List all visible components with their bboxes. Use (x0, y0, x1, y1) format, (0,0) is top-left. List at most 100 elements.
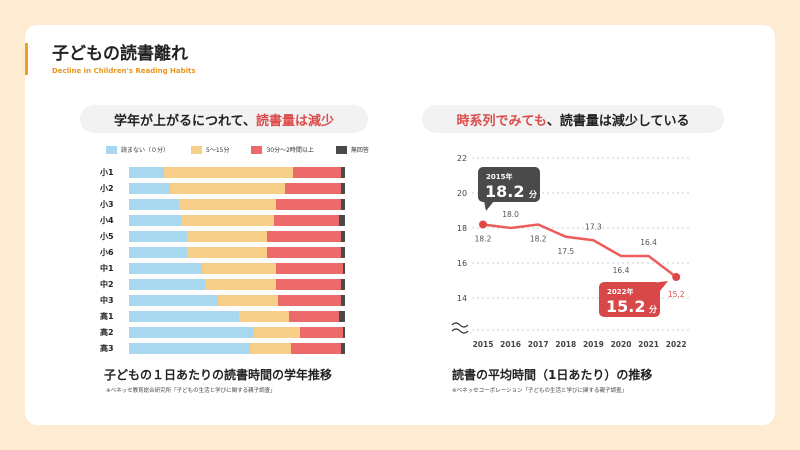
bar-segment (187, 246, 268, 258)
bar-segment (129, 230, 188, 242)
bar-row: 高1 (100, 308, 345, 324)
stacked-bar (129, 230, 345, 242)
bar-segment (129, 182, 171, 194)
bar-segment (340, 278, 345, 290)
legend-label: 無回答 (350, 147, 369, 154)
bar-segment (163, 166, 294, 178)
legend-item: 無回答 (335, 145, 369, 154)
bar-segment (293, 166, 341, 178)
right-caption: 読書の平均時間（1日あたり）の推移 (452, 368, 653, 382)
callout-unit: 分 (529, 189, 537, 199)
bar-category-label: 高1 (100, 311, 114, 321)
bar-category-label: 小5 (100, 231, 114, 241)
bar-segment (273, 214, 339, 226)
left-source: ※ベネッセ教育総合研究所「子どもの生活と学びに関する親子調査」 (106, 388, 276, 394)
bar-segment (275, 198, 341, 210)
axis-break-icon (451, 322, 469, 334)
stacked-bar-chart: 小1 小2 小3 小4 小5 小6 中1 中2 中3 高1 高2 高3 (100, 164, 345, 356)
bar-segment (299, 326, 343, 338)
x-tick-label: 2018 (555, 340, 576, 349)
y-tick-label: 18 (457, 224, 467, 233)
bar-segment (239, 310, 289, 322)
bar-category-label: 小6 (100, 247, 114, 257)
bar-segment (129, 198, 179, 210)
stacked-bar (129, 166, 345, 178)
bar-category-label: 小4 (100, 215, 114, 225)
bar-segment (278, 294, 341, 306)
callout-value: 18.2 (485, 182, 524, 201)
bar-segment (340, 198, 345, 210)
x-tick-label: 2015 (473, 340, 494, 349)
callout-year: 2015年 (486, 172, 512, 181)
bar-segment (187, 230, 268, 242)
x-tick-label: 2016 (500, 340, 521, 349)
left-caption: 子どもの１日あたりの読書時間の学年推移 (104, 368, 333, 382)
bar-category-label: 中2 (100, 279, 114, 289)
legend-label: 30分〜2時間以上 (266, 147, 314, 154)
bar-segment (338, 214, 345, 226)
bar-category-label: 中3 (100, 295, 114, 305)
left-headline-accent: 読書量は減少 (255, 113, 334, 129)
legend-swatch (191, 145, 203, 154)
right-headline-plain: 、読書量は減少している (546, 113, 690, 129)
bar-segment (254, 326, 300, 338)
bar-segment (284, 182, 341, 194)
y-tick-label: 14 (457, 294, 467, 303)
bar-row: 高2 (100, 324, 345, 340)
stacked-bar (129, 182, 345, 194)
stacked-bar (129, 198, 345, 210)
x-tick-label: 2017 (528, 340, 549, 349)
bar-row: 小5 (100, 228, 345, 244)
left-headline-plain: 学年が上がるにつれて、 (114, 113, 256, 129)
data-label: 17.5 (557, 247, 574, 256)
legend-swatch (106, 145, 117, 154)
bar-row: 小4 (100, 212, 345, 228)
callout-unit: 分 (649, 304, 657, 314)
x-tick-label: 2021 (638, 340, 659, 349)
bar-segment (129, 214, 181, 226)
bar-segment (275, 278, 341, 290)
data-label: 17.3 (585, 222, 602, 231)
data-label: 15.2 (668, 290, 685, 299)
bar-segment (217, 294, 279, 306)
bar-row: 高3 (100, 340, 345, 356)
bar-segment (290, 342, 341, 354)
bar-row: 小1 (100, 164, 345, 180)
legend-swatch (335, 145, 347, 154)
x-tick-label: 2022 (666, 340, 687, 349)
bar-segment (129, 310, 240, 322)
legend-label: 5〜15分 (206, 147, 230, 154)
bar-segment (129, 326, 255, 338)
bar-segment (129, 278, 205, 290)
bar-segment (204, 278, 276, 290)
right-source: ※ベネッセコーポレーション「子どもの生活と学びに関する親子調査」 (452, 388, 628, 394)
bar-segment (340, 294, 345, 306)
y-tick-label: 20 (457, 189, 467, 198)
bar-segment (340, 342, 345, 354)
bar-category-label: 小2 (100, 183, 114, 193)
bar-segment (180, 214, 274, 226)
stacked-bar (129, 262, 345, 274)
bar-segment (338, 310, 345, 322)
bar-row: 中3 (100, 292, 345, 308)
bar-segment (129, 342, 250, 354)
bar-row: 中1 (100, 260, 345, 276)
stacked-bar (129, 310, 345, 322)
bar-segment (267, 246, 341, 258)
callout-box (478, 167, 540, 202)
x-tick-label: 2019 (583, 340, 604, 349)
stacked-bar (129, 294, 345, 306)
bar-category-label: 小3 (100, 199, 114, 209)
x-tick-label: 2020 (611, 340, 632, 349)
bar-segment (267, 230, 341, 242)
data-label: 18.2 (530, 235, 547, 244)
bar-category-label: 小1 (100, 167, 114, 177)
bar-segment (178, 198, 276, 210)
bar-segment (340, 246, 345, 258)
bar-segment (340, 230, 345, 242)
stacked-bar (129, 342, 345, 354)
callout-tail (484, 201, 494, 211)
data-point (479, 220, 487, 229)
y-tick-label: 16 (457, 259, 467, 268)
y-tick-label: 22 (457, 154, 467, 163)
